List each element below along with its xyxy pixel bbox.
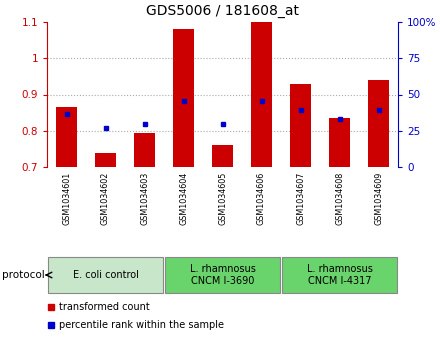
Text: GSM1034604: GSM1034604 — [179, 171, 188, 225]
Text: GSM1034605: GSM1034605 — [218, 171, 227, 225]
Text: GSM1034601: GSM1034601 — [62, 171, 71, 225]
Bar — [282, 257, 397, 293]
Text: GSM1034609: GSM1034609 — [374, 171, 383, 225]
Bar — [251, 22, 272, 167]
Text: protocol: protocol — [2, 270, 45, 280]
Title: GDS5006 / 181608_at: GDS5006 / 181608_at — [146, 4, 299, 18]
Text: GSM1034606: GSM1034606 — [257, 171, 266, 225]
Bar — [368, 80, 389, 167]
Bar — [56, 107, 77, 167]
Text: GSM1034603: GSM1034603 — [140, 171, 149, 225]
Bar — [165, 257, 280, 293]
Bar — [290, 83, 311, 167]
Text: GSM1034608: GSM1034608 — [335, 171, 344, 225]
Text: L. rhamnosus
CNCM I-3690: L. rhamnosus CNCM I-3690 — [190, 264, 256, 286]
Bar — [48, 257, 163, 293]
Bar — [173, 29, 194, 167]
Text: transformed count: transformed count — [59, 302, 150, 312]
Text: GSM1034602: GSM1034602 — [101, 171, 110, 225]
Text: E. coli control: E. coli control — [73, 270, 139, 280]
Text: percentile rank within the sample: percentile rank within the sample — [59, 320, 224, 330]
Bar — [212, 145, 233, 167]
Bar — [134, 132, 155, 167]
Text: GSM1034607: GSM1034607 — [296, 171, 305, 225]
Bar — [329, 118, 350, 167]
Bar — [95, 152, 116, 167]
Text: L. rhamnosus
CNCM I-4317: L. rhamnosus CNCM I-4317 — [307, 264, 372, 286]
